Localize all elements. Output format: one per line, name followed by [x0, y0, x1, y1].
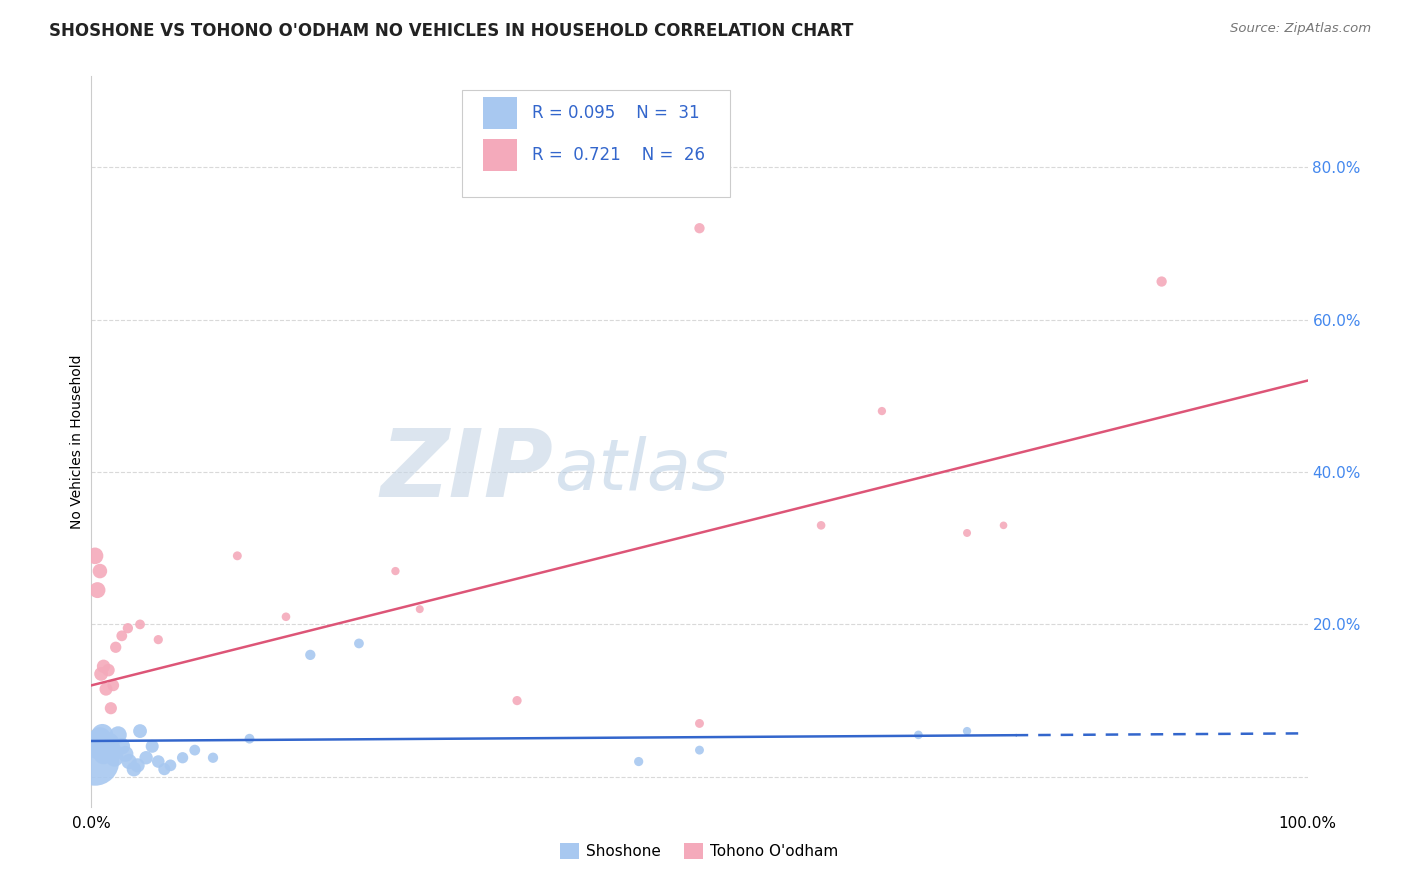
Point — [129, 724, 152, 739]
Point — [184, 743, 207, 757]
Point — [810, 518, 832, 533]
Point — [159, 758, 181, 772]
FancyBboxPatch shape — [484, 97, 517, 129]
Point — [627, 755, 650, 769]
Point — [274, 609, 297, 624]
Point — [299, 648, 322, 662]
Point — [993, 518, 1015, 533]
Point — [153, 762, 176, 776]
Point — [226, 549, 249, 563]
Point — [956, 724, 979, 739]
Point — [89, 564, 111, 578]
Point — [94, 682, 117, 697]
FancyBboxPatch shape — [484, 139, 517, 171]
Point — [956, 526, 979, 541]
Point — [907, 728, 929, 742]
Point — [118, 755, 141, 769]
Point — [688, 743, 710, 757]
Point — [100, 701, 122, 715]
Point — [384, 564, 406, 578]
Point — [94, 739, 117, 754]
Text: SHOSHONE VS TOHONO O'ODHAM NO VEHICLES IN HOUSEHOLD CORRELATION CHART: SHOSHONE VS TOHONO O'ODHAM NO VEHICLES I… — [49, 22, 853, 40]
Legend: Shoshone, Tohono O'odham: Shoshone, Tohono O'odham — [554, 838, 845, 865]
Point — [111, 629, 134, 643]
Point — [91, 728, 114, 742]
Text: atlas: atlas — [554, 436, 728, 505]
Point — [135, 750, 157, 764]
Point — [127, 758, 149, 772]
Point — [688, 716, 710, 731]
Point — [117, 621, 139, 635]
Point — [104, 640, 127, 655]
Point — [122, 762, 145, 776]
Text: R =  0.721    N =  26: R = 0.721 N = 26 — [531, 145, 704, 164]
Point — [148, 632, 170, 647]
Point — [107, 728, 129, 742]
Point — [103, 750, 125, 764]
Point — [1150, 275, 1173, 289]
Point — [347, 636, 370, 650]
Point — [172, 750, 194, 764]
Point — [103, 678, 125, 692]
Point — [101, 743, 124, 757]
Point — [84, 549, 107, 563]
Point — [98, 735, 121, 749]
Text: ZIP: ZIP — [381, 425, 554, 516]
Point — [90, 667, 112, 681]
Text: Source: ZipAtlas.com: Source: ZipAtlas.com — [1230, 22, 1371, 36]
Y-axis label: No Vehicles in Household: No Vehicles in Household — [70, 354, 84, 529]
Point — [93, 659, 115, 673]
Text: R = 0.095    N =  31: R = 0.095 N = 31 — [531, 104, 699, 122]
Point — [409, 602, 432, 616]
FancyBboxPatch shape — [463, 90, 730, 196]
Point — [86, 583, 108, 598]
Point — [86, 739, 108, 754]
Point — [202, 750, 225, 764]
Point — [84, 755, 107, 769]
Point — [148, 755, 170, 769]
Point — [141, 739, 163, 754]
Point — [97, 663, 120, 677]
Point — [89, 731, 111, 746]
Point — [114, 747, 136, 761]
Point — [870, 404, 893, 418]
Point — [129, 617, 152, 632]
Point — [238, 731, 260, 746]
Point — [93, 747, 115, 761]
Point — [688, 221, 710, 235]
Point — [111, 739, 134, 754]
Point — [506, 693, 529, 707]
